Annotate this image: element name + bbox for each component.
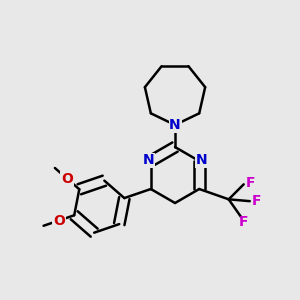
Text: N: N [196,154,207,167]
Text: O: O [53,214,65,227]
Text: N: N [169,118,181,132]
Text: F: F [239,215,249,229]
Text: O: O [61,172,73,186]
Text: N: N [142,154,154,167]
Text: F: F [251,194,261,208]
Text: F: F [245,176,255,190]
